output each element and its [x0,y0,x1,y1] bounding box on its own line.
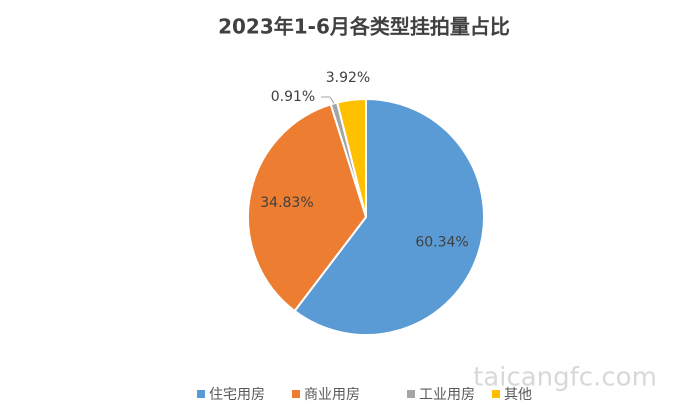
watermark: taicangfc.com [473,363,657,393]
data-label: 0.91% [271,89,315,105]
legend-swatch [292,390,300,398]
data-label: 34.83% [260,195,313,211]
legend-swatch [492,390,500,398]
legend-label: 商业用房 [304,387,360,403]
legend-label: 其他 [504,387,532,403]
leader-line [321,96,335,104]
legend-swatch [197,390,205,398]
pie-slice [293,97,485,336]
chart-title: 2023年1-6月各类型挂拍量占比 [218,15,510,39]
data-label: 60.34% [415,235,468,251]
data-label: 3.92% [326,70,370,86]
legend-label: 工业用房 [419,387,475,403]
pie-slice [336,97,367,218]
legend-swatch [407,390,415,398]
legend-label: 住宅用房 [209,387,265,403]
pie-slice [247,103,368,313]
